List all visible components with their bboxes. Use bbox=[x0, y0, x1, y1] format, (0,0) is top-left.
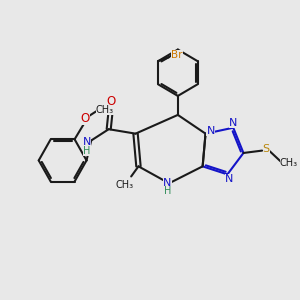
Text: N: N bbox=[163, 178, 172, 188]
Text: CH₃: CH₃ bbox=[280, 158, 298, 168]
Text: N: N bbox=[229, 118, 237, 128]
Text: N: N bbox=[207, 126, 215, 136]
Text: N: N bbox=[225, 174, 233, 184]
Text: CH₃: CH₃ bbox=[116, 180, 134, 190]
Text: S: S bbox=[262, 144, 270, 154]
Text: O: O bbox=[107, 95, 116, 108]
Text: Br: Br bbox=[171, 50, 183, 60]
Text: N: N bbox=[83, 137, 91, 147]
Text: CH₃: CH₃ bbox=[96, 105, 114, 115]
Text: H: H bbox=[83, 146, 91, 156]
Text: O: O bbox=[80, 112, 90, 125]
Text: H: H bbox=[164, 186, 171, 196]
